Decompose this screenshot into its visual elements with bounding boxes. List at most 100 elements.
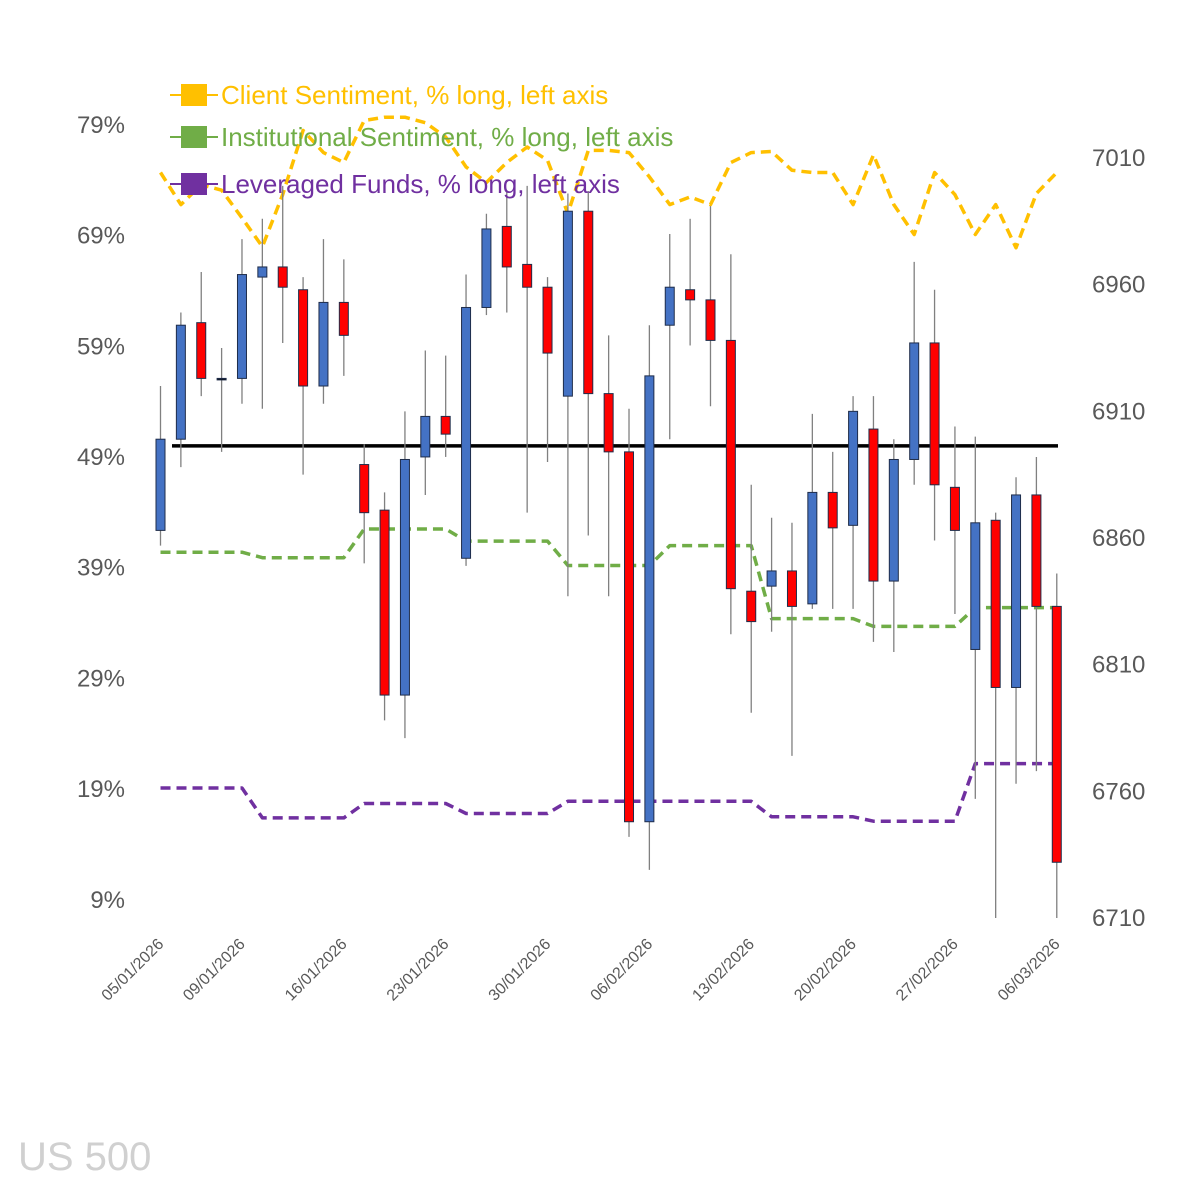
candle-body	[277, 266, 288, 288]
candle-body	[949, 486, 960, 531]
left-axis-tick-label: 59%	[77, 333, 125, 360]
candle-body	[868, 428, 879, 582]
candle	[196, 272, 207, 397]
candle-body	[909, 342, 920, 460]
candle	[338, 259, 349, 376]
candle-body	[175, 324, 186, 440]
left-axis-tick-label: 49%	[77, 444, 125, 471]
candle-body	[644, 375, 655, 823]
candle	[420, 350, 431, 495]
candle-body	[929, 342, 940, 486]
candle	[949, 426, 960, 615]
legend-item: Client Sentiment, % long, left axis	[170, 80, 608, 110]
candle	[379, 492, 390, 721]
x-axis-tick-label: 06/02/2026	[588, 936, 657, 1005]
candle	[909, 261, 920, 485]
left-axis-tick-label: 29%	[77, 665, 125, 692]
candle-body	[583, 210, 594, 395]
candle-body	[970, 522, 981, 650]
candle-body	[725, 339, 736, 590]
candle	[705, 206, 716, 407]
candle-body	[664, 286, 675, 326]
candle-body	[420, 415, 431, 458]
x-axis-tick-label: 06/03/2026	[995, 936, 1064, 1005]
right-axis-tick-label: 6910	[1092, 398, 1145, 425]
candle-body	[848, 410, 859, 526]
x-axis-tick-label: 27/02/2026	[893, 936, 962, 1005]
candle-body	[1011, 494, 1022, 688]
sentiment-lines	[159, 115, 1059, 823]
candle	[216, 348, 227, 452]
right-axis-tick-label: 6710	[1092, 905, 1145, 932]
candle-body	[216, 377, 227, 381]
x-axis-tick-label: 23/01/2026	[384, 936, 453, 1005]
candle-body	[685, 289, 696, 301]
candle-body	[155, 438, 166, 531]
legend-label: Institutional Sentiment, % long, left ax…	[221, 122, 673, 152]
left-axis-tick-label: 19%	[77, 776, 125, 803]
candle-body	[766, 570, 777, 587]
x-axis-tick-label: 05/01/2026	[99, 936, 168, 1005]
candle	[766, 517, 777, 632]
right-axis-tick-label: 7010	[1092, 145, 1145, 172]
candle	[603, 335, 614, 597]
candle	[542, 277, 553, 463]
legend-swatch	[181, 126, 207, 148]
candle-body	[440, 415, 451, 435]
candle	[257, 218, 268, 409]
candle	[175, 312, 186, 468]
candle-body	[562, 210, 573, 397]
candle	[786, 522, 797, 756]
candle	[848, 396, 859, 609]
candles	[155, 185, 1062, 918]
candle-body	[196, 322, 207, 379]
legend-swatch	[181, 84, 207, 106]
candle	[277, 185, 288, 343]
left-axis-tick-label: 79%	[77, 112, 125, 139]
watermark-text: US 500	[18, 1135, 151, 1179]
candle-body	[379, 509, 390, 696]
candle	[359, 444, 370, 564]
candle	[399, 411, 410, 739]
candle-body	[786, 570, 797, 607]
candle-body	[624, 451, 635, 823]
candle-body	[359, 464, 370, 514]
candle-body	[542, 286, 553, 354]
candle	[236, 239, 247, 404]
candle-body	[318, 301, 329, 387]
candle-body	[827, 491, 838, 529]
right-axis-tick-label: 6760	[1092, 778, 1145, 805]
candle	[990, 512, 1001, 918]
left-axis-ticks: 9% 19% 29% 39% 49% 59% 69% 79%	[77, 112, 125, 914]
candle	[644, 325, 655, 870]
series-line-2	[160, 761, 1057, 823]
right-axis-ticks: 6710 6760 6810 6860 6910 6960 7010	[1092, 145, 1145, 932]
candle	[888, 439, 899, 653]
candle-body	[705, 299, 716, 341]
x-axis-tick-label: 20/02/2026	[791, 936, 860, 1005]
candle	[1031, 456, 1042, 772]
candle-body	[501, 225, 512, 268]
right-axis-tick-label: 6960	[1092, 272, 1145, 299]
candle	[685, 218, 696, 346]
candle-body	[990, 519, 1001, 688]
candle-body	[399, 458, 410, 696]
candle-body	[338, 301, 349, 336]
candle	[1051, 573, 1062, 918]
candle-body	[1051, 605, 1062, 863]
candle	[746, 484, 757, 713]
candle-body	[481, 228, 492, 308]
candle	[298, 277, 309, 475]
candle-body	[522, 263, 533, 288]
candle	[583, 190, 594, 536]
x-axis-tick-label: 30/01/2026	[486, 936, 555, 1005]
candle	[827, 451, 838, 609]
candle	[440, 355, 451, 457]
candle	[501, 190, 512, 313]
candle-body	[603, 393, 614, 453]
candle-body	[746, 590, 757, 623]
candle-body	[807, 491, 818, 605]
left-axis-tick-label: 9%	[90, 887, 125, 914]
candle	[664, 234, 675, 440]
x-axis-tick-label: 13/02/2026	[689, 936, 758, 1005]
